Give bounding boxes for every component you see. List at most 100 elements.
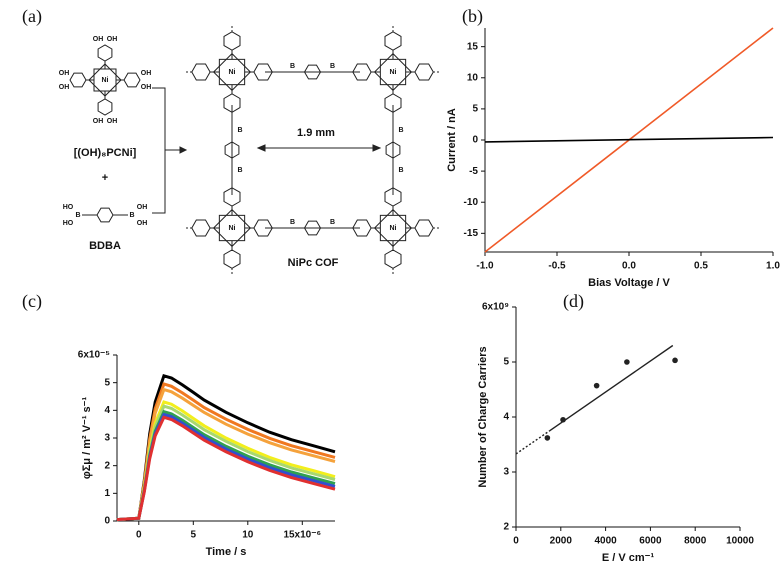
x-tick-label: 0.5 xyxy=(694,261,708,272)
x-axis-label: Time / s xyxy=(206,546,247,558)
benzo-ring xyxy=(384,31,402,51)
y-tick-label: 2 xyxy=(104,460,110,471)
atom-label: OH xyxy=(141,84,152,91)
panel-label: (d) xyxy=(563,291,584,312)
benzo-ring xyxy=(191,63,211,81)
benzo-ring xyxy=(123,72,141,88)
x-tick-label: 4000 xyxy=(594,536,617,547)
phenyl-ring xyxy=(303,64,322,80)
x-tick-label: 2000 xyxy=(550,536,573,547)
x-tick-label: 0 xyxy=(513,536,519,547)
x-tick-label: -0.5 xyxy=(548,261,566,272)
y-tick-label: 1 xyxy=(104,488,110,499)
y-tick-label: 0 xyxy=(104,516,110,527)
x-tick-label: 15x10⁻⁶ xyxy=(283,530,321,541)
benzo-ring xyxy=(384,249,402,269)
bracket xyxy=(152,87,166,214)
x-axis-label: Bias Voltage / V xyxy=(588,277,670,289)
y-tick-label: 2 xyxy=(503,522,509,533)
x-tick-label: -1.0 xyxy=(476,261,494,272)
atom-label: OH xyxy=(93,36,104,43)
boronate-linker: BB xyxy=(224,105,243,195)
atom-label: B xyxy=(398,127,403,134)
atom-label: OH xyxy=(107,118,118,125)
linker-label: BDBA xyxy=(89,240,121,252)
x-tick-label: 1.0 xyxy=(766,261,780,272)
phenyl-ring xyxy=(385,141,401,159)
phenyl-ring xyxy=(224,141,240,159)
benzo-ring xyxy=(384,187,402,207)
x-tick-label: 10000 xyxy=(726,536,754,547)
x-tick-label: 10 xyxy=(242,530,254,541)
y-tick-label: 3 xyxy=(503,467,509,478)
atom-label: OH xyxy=(59,84,70,91)
atom-label: OH xyxy=(93,118,104,125)
atom-label: B xyxy=(237,127,242,134)
data-point xyxy=(624,359,630,365)
benzo-ring xyxy=(223,31,241,51)
atom-label: B xyxy=(129,212,134,219)
y-tick-label: 4 xyxy=(503,412,509,423)
data-point xyxy=(560,416,566,423)
atom-label: B xyxy=(75,212,80,219)
phenyl-ring xyxy=(303,220,322,236)
atom-label: B xyxy=(398,167,403,174)
fit-line xyxy=(549,344,674,432)
phthalocyanine: Ni xyxy=(191,187,273,269)
benzo-ring xyxy=(191,219,211,237)
atom-label: B xyxy=(330,219,335,226)
distance-label: 1.9 mm xyxy=(297,127,335,139)
benzo-ring xyxy=(253,63,273,81)
panel-label: (c) xyxy=(22,291,42,312)
data-point xyxy=(593,382,600,389)
data-point xyxy=(544,435,551,441)
x-tick-label: 8000 xyxy=(684,536,707,547)
atom-label: Ni xyxy=(390,69,397,76)
benzo-ring xyxy=(97,44,113,62)
y-tick-label: 5 xyxy=(503,357,509,368)
atom-label: Ni xyxy=(229,69,236,76)
y-tick-label: 15 xyxy=(467,41,479,52)
x-tick-label: 5 xyxy=(191,530,197,541)
atom-label: HO xyxy=(63,220,74,227)
atom-label: HO xyxy=(63,204,74,211)
panel-label: (b) xyxy=(462,6,483,27)
y-tick-label: 0 xyxy=(472,135,478,146)
benzo-ring xyxy=(223,249,241,269)
monomer-label: [(OH)₈PCNi] xyxy=(74,147,137,159)
y-axis-label: Current / nA xyxy=(446,108,458,172)
atom-label: Ni xyxy=(102,77,109,84)
benzo-ring xyxy=(97,98,113,116)
arrow-head xyxy=(372,144,382,152)
atom-label: B xyxy=(237,167,242,174)
arrow-head xyxy=(179,146,188,154)
y-tick-label: 4 xyxy=(104,405,110,416)
atom-label: OH xyxy=(137,204,148,211)
data-point xyxy=(672,357,678,364)
x-tick-label: 0.0 xyxy=(622,261,636,272)
x-axis-label: E / V cm⁻¹ xyxy=(602,552,655,564)
atom-label: B xyxy=(290,63,295,70)
benzo-ring xyxy=(414,219,434,237)
phenyl-ring xyxy=(96,207,114,223)
y-tick-label: 6x10⁻⁵ xyxy=(78,350,111,361)
atom-label: OH xyxy=(141,70,152,77)
reaction-bracket xyxy=(152,87,382,214)
y-tick-label: 5 xyxy=(472,104,478,115)
y-tick-label: -10 xyxy=(464,197,479,208)
arrow-head xyxy=(256,144,266,152)
y-tick-label: 6x10⁹ xyxy=(482,302,509,313)
data-line xyxy=(484,136,774,143)
plus-sign: + xyxy=(102,172,108,184)
y-tick-label: 10 xyxy=(467,72,479,83)
y-tick-label: 5 xyxy=(104,377,110,388)
data-line xyxy=(116,415,336,522)
atom-label: OH xyxy=(137,220,148,227)
benzo-ring xyxy=(253,219,273,237)
y-axis-label: Number of Charge Carriers xyxy=(477,346,489,487)
y-tick-label: 3 xyxy=(104,433,110,444)
x-tick-label: 0 xyxy=(136,530,142,541)
